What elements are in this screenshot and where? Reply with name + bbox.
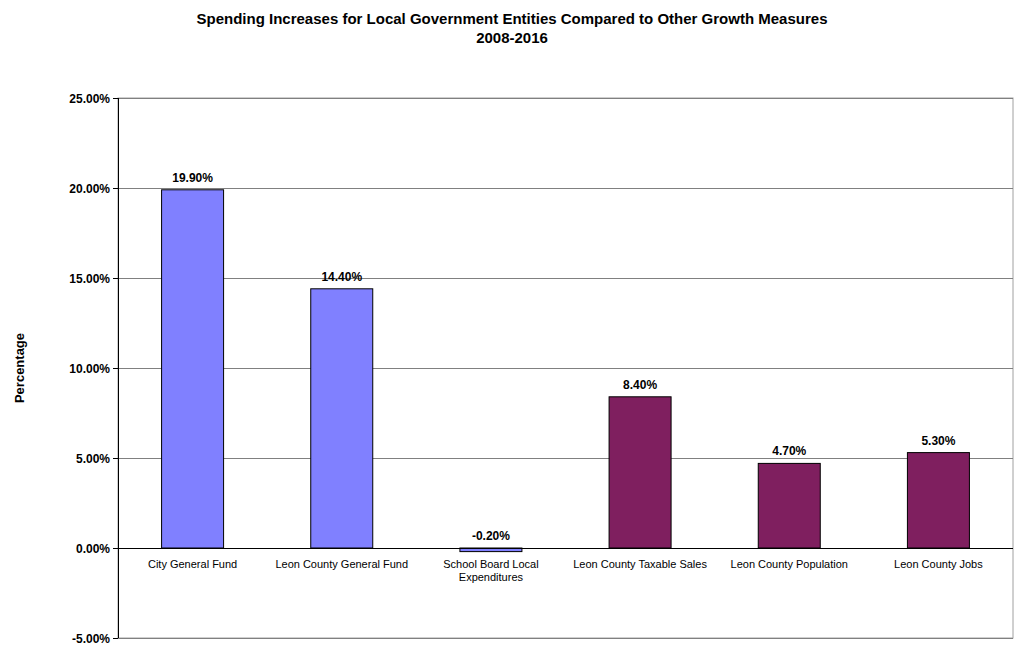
bar [311,289,373,548]
title: Spending Increases for Local Government … [197,10,828,27]
grid-line [118,278,1013,279]
subtitle: 2008-2016 [476,29,548,46]
y-tick [113,98,118,99]
grid-line [118,458,1013,459]
x-tick-label: School Board Local Expenditures [421,558,561,584]
data-label: 19.90% [172,171,213,185]
grid-line [118,548,1013,549]
data-label: -0.20% [472,529,510,543]
x-tick-label: City General Fund [123,558,263,571]
y-tick [113,368,118,369]
data-label: 14.40% [321,270,362,284]
y-tick [113,548,118,549]
bar [907,453,969,548]
zero-line [118,548,1013,549]
y-tick [113,278,118,279]
x-tick-label: Leon County Jobs [868,558,1008,571]
y-tick-label: 15.00% [69,272,110,286]
x-tick-label: Leon County General Fund [272,558,412,571]
data-label: 4.70% [772,444,806,458]
bars [162,190,970,552]
y-tick-label: 25.00% [69,92,110,106]
y-axis [118,98,119,638]
data-label: 8.40% [623,378,657,392]
bar [758,463,820,548]
bar [162,190,224,548]
grid-line [118,638,1013,639]
y-tick-label: -5.00% [72,632,110,646]
x-tick-label: Leon County Taxable Sales [570,558,710,571]
y-tick [113,188,118,189]
y-tick-label: 10.00% [69,362,110,376]
y-tick [113,458,118,459]
grid-line [118,188,1013,189]
y-tick-label: 20.00% [69,182,110,196]
y-tick-label: 0.00% [76,542,110,556]
y-tick [113,638,118,639]
x-tick-label: Leon County Population [719,558,859,571]
plot-frame [118,98,1013,638]
bar [609,397,671,548]
grid-line [118,98,1013,99]
y-tick-label: 5.00% [76,452,110,466]
chart-root: Spending Increases for Local Government … [0,0,1024,657]
y-axis-label: Percentage [12,333,27,403]
data-label: 5.30% [921,434,955,448]
grid-line [118,368,1013,369]
